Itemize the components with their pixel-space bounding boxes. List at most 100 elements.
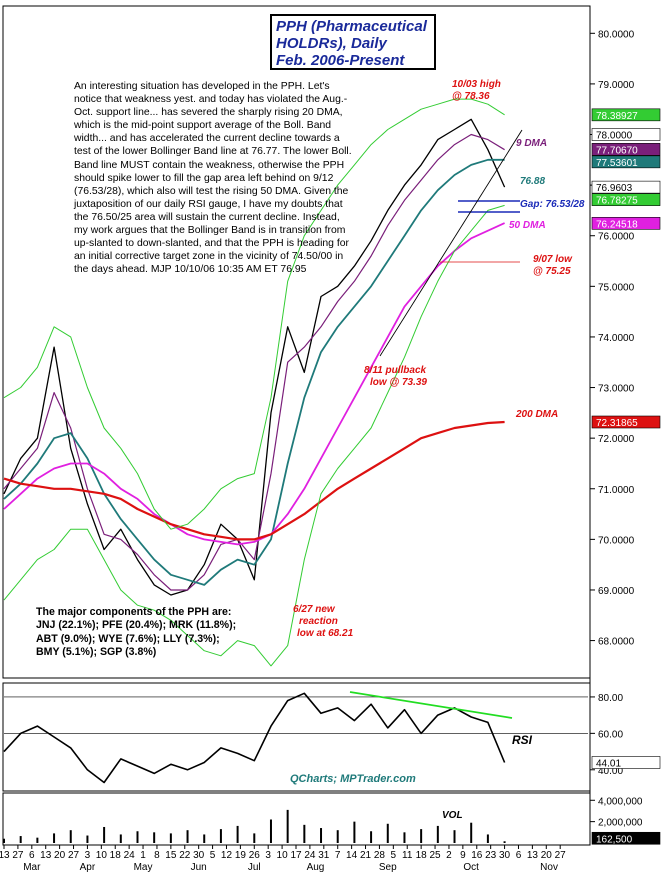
annotation-label: @ 75.25 (533, 266, 571, 277)
x-tick-label: 22 (179, 850, 191, 861)
x-tick-label: 20 (541, 850, 553, 861)
last-value-label-text: 77.70670 (596, 145, 638, 156)
series-ma9 (3, 133, 505, 591)
x-tick-label: 18 (110, 850, 122, 861)
last-value-label-text: 78.38927 (596, 111, 638, 122)
last-value-label-box (591, 217, 661, 230)
x-tick-label: 27 (12, 850, 24, 861)
x-tick-label: 31 (318, 850, 330, 861)
rsi-divergence-line (349, 691, 513, 719)
price-tick-label: 76.0000 (598, 232, 635, 243)
x-tick-label: 18 (416, 850, 428, 861)
x-tick-label: 17 (290, 850, 302, 861)
x-tick-label: 21 (360, 850, 372, 861)
volume-tick-label: 2,000,000 (598, 818, 643, 829)
x-tick-label: 24 (124, 850, 136, 861)
price-tick-label: 68.0000 (598, 637, 635, 648)
price-tick-label: 69.0000 (598, 586, 635, 597)
month-label: Mar (23, 862, 41, 873)
last-value-label-box (591, 108, 661, 122)
x-tick-label: 3 (85, 850, 91, 861)
x-tick-label: 20 (54, 850, 66, 861)
rsi-tick-label: 60.00 (598, 729, 623, 740)
annotation-label: reaction (299, 616, 338, 627)
title-line-2: HOLDRs), Daily (276, 35, 387, 52)
x-tick-label: 14 (346, 850, 358, 861)
rsi-series (3, 692, 588, 784)
last-value-label-box (591, 155, 661, 169)
watermark: QCharts; MPTrader.com (290, 773, 416, 785)
support-line (379, 129, 523, 357)
last-value-labels: 78.38927 78.0000 77.70670 77.53601 76.9603 76… (591, 108, 661, 845)
volume-bars (3, 809, 506, 843)
last-value-label-text: 77.53601 (596, 158, 638, 169)
last-value-label-text: 78.0000 (596, 131, 633, 142)
last-value-label-text: 72.31865 (596, 418, 638, 429)
x-tick-label: 30 (193, 850, 205, 861)
x-tick-label: 13 (0, 850, 10, 861)
series-ma20 (3, 158, 505, 586)
price-tick-label: 71.0000 (598, 485, 635, 496)
title-line-1: PPH (Pharmaceutical (276, 18, 427, 35)
month-label: Sep (379, 862, 397, 873)
price-tick-label: 70.0000 (598, 535, 635, 546)
series-close (3, 118, 506, 596)
components-line-2: ABT (9.0%); WYE (7.6%); LLY (7.3%); (36, 632, 220, 645)
month-label: Apr (80, 862, 96, 873)
rsi-tick-label: 80.00 (598, 693, 623, 704)
x-tick-label: 9 (460, 850, 466, 861)
volume-label: VOL (442, 810, 463, 821)
annotation-label: 200 DMA (515, 409, 558, 420)
analyst-commentary: An interesting situation has developed i… (74, 81, 352, 276)
annotation-label: 9/07 low (533, 254, 573, 265)
x-tick-label: 8 (154, 850, 160, 861)
price-tick-label: 72.0000 (598, 434, 635, 445)
series-ma200 (3, 420, 505, 541)
annotation-label: @ 78.36 (452, 91, 490, 102)
x-tick-label: 25 (429, 850, 441, 861)
price-series (3, 98, 506, 667)
y-axis-ticks: 68.0000 69.0000 70.0000 71.0000 72.0000 73.00… (590, 29, 643, 829)
x-tick-label: 12 (221, 850, 233, 861)
last-value-label-box (591, 415, 661, 429)
series-boll-upper (3, 98, 505, 530)
price-tick-label: 75.0000 (598, 282, 635, 293)
month-label: May (134, 862, 153, 873)
rsi-last-value-box (591, 756, 661, 769)
annotation-label: low at 68.21 (297, 628, 354, 639)
x-tick-label: 10 (277, 850, 289, 861)
price-tick-label: 80.0000 (598, 29, 635, 40)
components-heading: The major components of the PPH are: (36, 606, 232, 618)
x-tick-label: 7 (335, 850, 341, 861)
x-tick-label: 1 (140, 850, 146, 861)
x-tick-label: 24 (304, 850, 316, 861)
x-tick-label: 16 (471, 850, 483, 861)
chart-title-box: PPH (Pharmaceutical HOLDRs), Daily Feb. … (270, 14, 436, 70)
annotation-label: low @ 73.39 (370, 377, 427, 388)
rsi-last-value-text: 44.01 (596, 758, 621, 769)
last-value-label-text: 76.9603 (596, 183, 633, 194)
last-value-label-box (591, 180, 661, 194)
x-tick-label: 30 (499, 850, 511, 861)
x-tick-label: 11 (402, 850, 413, 861)
rsi-tick-label: 40.00 (598, 766, 623, 777)
series-ma50 (3, 222, 505, 546)
components-line-1: JNJ (22.1%); PFE (20.4%); MRK (11.8%); (36, 619, 237, 632)
volume-tick-label: 4,000,000 (598, 796, 643, 807)
x-tick-label: 10 (96, 850, 108, 861)
price-tick-label: 73.0000 (598, 384, 635, 395)
rsi-line (3, 692, 506, 784)
x-tick-label: 23 (485, 850, 497, 861)
last-value-label-text: 76.24518 (596, 219, 638, 230)
chart-annotations: 10/03 high@ 78.36 9 DMA 76.88 Gap: 76.53/28… (293, 79, 585, 719)
rsi-label: RSI (512, 733, 533, 747)
x-tick-label: 15 (165, 850, 177, 861)
x-tick-label: 28 (374, 850, 386, 861)
month-label: Aug (307, 862, 325, 873)
month-label: Jun (191, 862, 207, 873)
annotation-label: Gap: 76.53/28 (520, 199, 585, 210)
annotation-label: 6/27 new (293, 604, 336, 615)
volume-last-value-text: 162,500 (596, 834, 633, 845)
